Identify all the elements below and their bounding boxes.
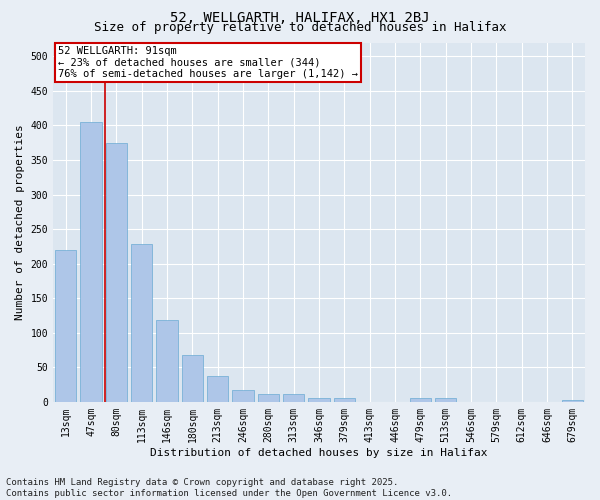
Text: 52 WELLGARTH: 91sqm
← 23% of detached houses are smaller (344)
76% of semi-detac: 52 WELLGARTH: 91sqm ← 23% of detached ho…: [58, 46, 358, 80]
Bar: [232, 390, 254, 402]
Bar: [334, 398, 355, 402]
Bar: [308, 398, 330, 402]
Bar: [80, 122, 102, 402]
Bar: [182, 355, 203, 402]
Bar: [55, 250, 76, 402]
Bar: [156, 320, 178, 402]
X-axis label: Distribution of detached houses by size in Halifax: Distribution of detached houses by size …: [150, 448, 488, 458]
Text: 52, WELLGARTH, HALIFAX, HX1 2BJ: 52, WELLGARTH, HALIFAX, HX1 2BJ: [170, 11, 430, 25]
Bar: [257, 394, 279, 402]
Bar: [562, 400, 583, 402]
Bar: [131, 244, 152, 402]
Bar: [283, 394, 304, 402]
Text: Size of property relative to detached houses in Halifax: Size of property relative to detached ho…: [94, 22, 506, 35]
Bar: [207, 376, 229, 402]
Y-axis label: Number of detached properties: Number of detached properties: [15, 124, 25, 320]
Text: Contains HM Land Registry data © Crown copyright and database right 2025.
Contai: Contains HM Land Registry data © Crown c…: [6, 478, 452, 498]
Bar: [435, 398, 457, 402]
Bar: [410, 398, 431, 402]
Bar: [106, 142, 127, 402]
